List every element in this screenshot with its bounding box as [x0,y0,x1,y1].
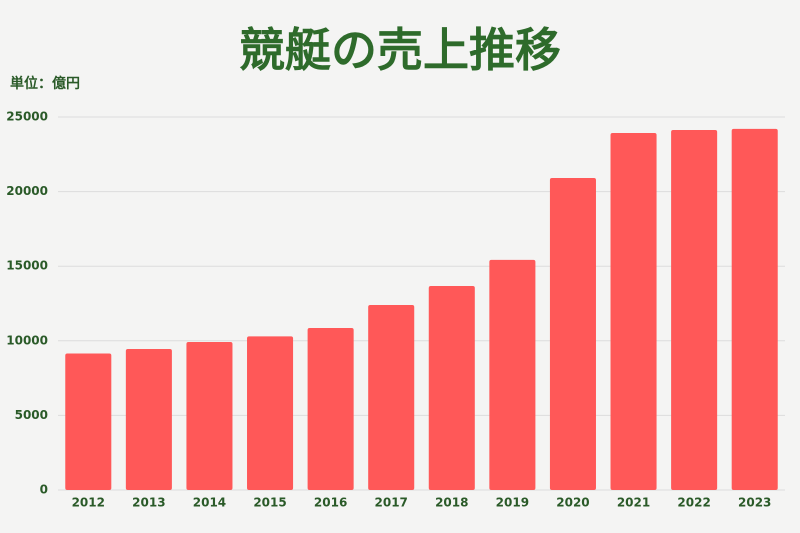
y-tick-label: 5000 [15,408,48,422]
y-tick-label: 15000 [6,259,48,273]
chart-title: 競艇の売上推移 [239,23,561,77]
x-tick-label: 2014 [193,496,226,510]
y-tick-label: 25000 [6,110,48,124]
x-tick-label: 2013 [132,496,165,510]
bar [428,286,475,490]
bar [247,336,294,490]
y-tick-label: 0 [40,483,48,497]
x-tick-label: 2016 [314,496,347,510]
y-axis-label: 単位：億円 [10,75,80,92]
y-tick-label: 10000 [6,333,48,347]
x-tick-label: 2017 [375,496,408,510]
x-tick-label: 2019 [496,496,529,510]
bar [671,129,718,490]
x-tick-label: 2023 [738,496,771,510]
x-tick-label: 2015 [253,496,286,510]
x-tick-label: 2022 [677,496,710,510]
bar [186,341,233,490]
bar [731,128,778,490]
x-tick-label: 2018 [435,496,468,510]
bar [549,178,596,490]
bar [368,304,415,490]
y-tick-label: 20000 [6,184,48,198]
bar [489,259,536,490]
x-tick-label: 2020 [556,496,589,510]
x-tick-label: 2021 [617,496,650,510]
bar [65,353,112,490]
bar [125,349,172,490]
bar [307,327,354,490]
bar [610,132,657,490]
x-tick-label: 2012 [72,496,105,510]
